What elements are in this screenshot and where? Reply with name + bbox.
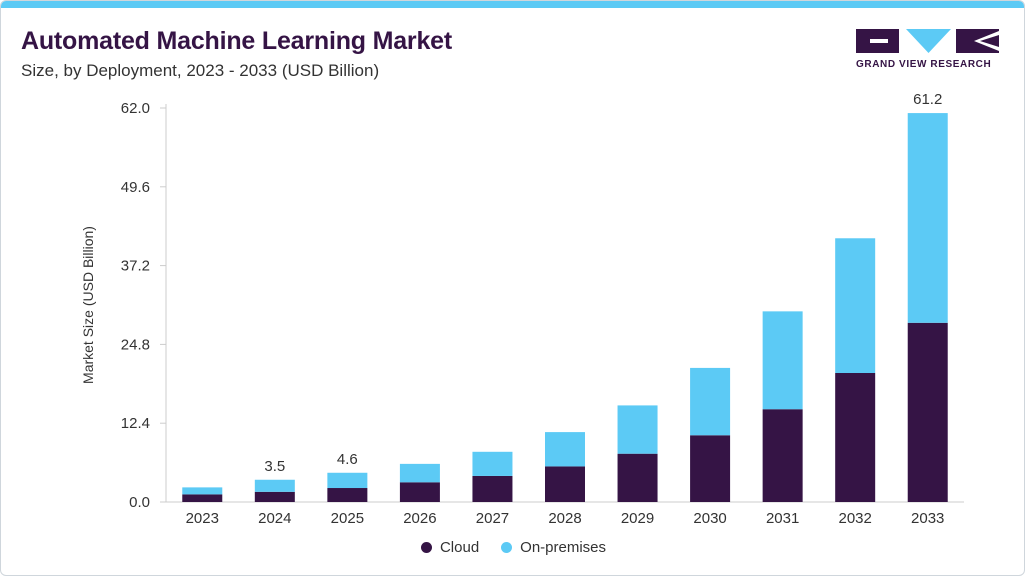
bar-cloud-2030 <box>690 435 731 502</box>
legend-swatch-cloud <box>420 542 432 553</box>
y-tick-label: 62.0 <box>121 100 150 117</box>
bar-on-premises-2027 <box>472 451 513 476</box>
grand-view-research-logo: GRAND VIEW RESEARCH <box>856 29 1001 75</box>
y-axis-label: Market Size (USD Billion) <box>80 226 96 384</box>
bar-cloud-2028 <box>545 466 585 502</box>
bar-on-premises-2028 <box>545 432 585 467</box>
stacked-bar-chart: 0.0 12.4 24.8 37.2 49.6 62.0 Market Size (USD … <box>80 91 964 527</box>
x-tick-label: 2031 <box>766 510 799 527</box>
bar-cloud-2029 <box>617 453 658 502</box>
legend: Cloud On-premises <box>1 539 1024 556</box>
bar-cloud-2031 <box>762 409 803 502</box>
accent-bar <box>1 1 1024 8</box>
x-tick-label: 2026 <box>403 510 436 527</box>
bar-on-premises-2033 <box>907 113 948 323</box>
bar-on-premises-2032 <box>835 238 876 373</box>
bar-on-premises-2026 <box>399 463 440 483</box>
legend-item-on-premises: On-premises <box>501 539 606 556</box>
x-tick-label: 2030 <box>693 510 726 527</box>
bar-on-premises-2025 <box>327 472 368 489</box>
data-label-2033: 61.2 <box>913 91 942 108</box>
y-tick-label: 12.4 <box>121 415 150 432</box>
bar-on-premises-2029 <box>617 405 658 454</box>
y-tick-label: 24.8 <box>121 336 150 353</box>
legend-item-cloud: Cloud <box>420 539 480 556</box>
x-tick-label: 2027 <box>476 510 509 527</box>
x-tick-label: 2028 <box>548 510 581 527</box>
legend-swatch-on-premises <box>501 542 513 553</box>
bar-cloud-2025 <box>327 488 368 502</box>
bar-cloud-2033 <box>907 322 948 502</box>
bar-cloud-2032 <box>835 372 876 502</box>
x-tick-label: 2024 <box>258 510 291 527</box>
chart-subtitle: Size, by Deployment, 2023 - 2033 (USD Bi… <box>21 61 380 80</box>
bar-cloud-2026 <box>399 482 440 502</box>
bar-cloud-2023 <box>182 494 223 502</box>
x-tick-label: 2029 <box>621 510 654 527</box>
bar-cloud-2027 <box>472 475 513 502</box>
logo-mark-icon <box>856 29 999 53</box>
data-label-2024: 3.5 <box>264 458 285 475</box>
chart-title: Automated Machine Learning Market <box>21 27 452 55</box>
y-tick-label: 49.6 <box>121 179 150 196</box>
y-tick-label: 0.0 <box>129 494 150 511</box>
bar-on-premises-2024 <box>254 479 295 492</box>
bar-on-premises-2030 <box>690 367 731 436</box>
x-tick-label: 2025 <box>331 510 364 527</box>
bar-on-premises-2031 <box>762 311 803 410</box>
bar-on-premises-2023 <box>182 487 223 495</box>
x-tick-label: 2032 <box>838 510 871 527</box>
legend-label-cloud: Cloud <box>439 539 480 556</box>
y-tick-label: 37.2 <box>121 258 150 275</box>
data-label-2025: 4.6 <box>337 451 358 468</box>
bar-cloud-2024 <box>254 491 295 502</box>
x-tick-label: 2033 <box>911 510 944 527</box>
legend-label-on-premises: On-premises <box>520 539 607 556</box>
logo-text: GRAND VIEW RESEARCH <box>856 59 992 70</box>
x-tick-label: 2023 <box>186 510 219 527</box>
